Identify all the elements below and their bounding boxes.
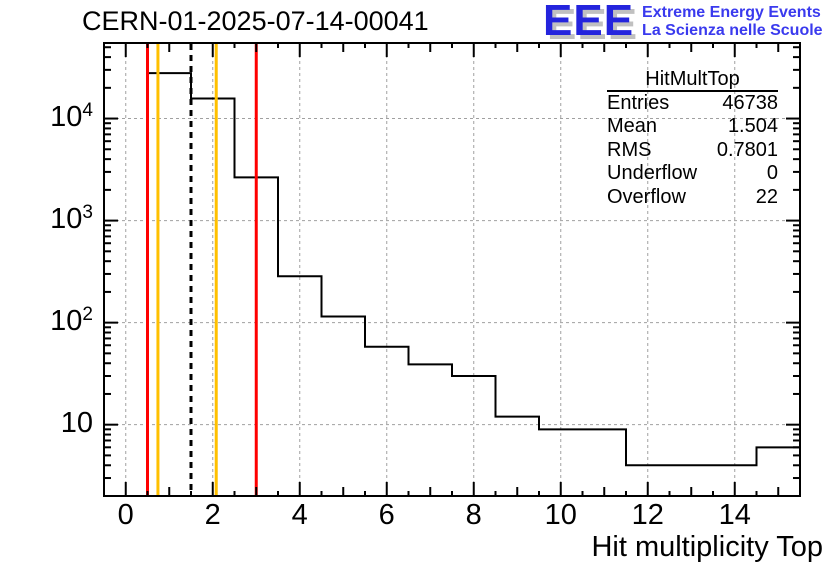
stats-row-label: Overflow: [607, 185, 686, 208]
stats-row-label: Mean: [607, 115, 658, 138]
stats-row-label: RMS: [607, 138, 652, 161]
histogram-line: [104, 72, 800, 497]
stats-rows: Entries 46738 Mean 1.504 RMS 0.7801 Underflow 0…: [607, 92, 778, 209]
stats-row-label: Entries: [607, 92, 670, 114]
x-tick-label: 4: [292, 499, 308, 531]
stats-row: Overflow 22: [607, 186, 778, 209]
stats-box: HitMultTop Entries 46738 Mean 1.504 RMS 0.780…: [607, 69, 778, 209]
x-tick-label: 14: [719, 499, 751, 531]
x-axis-title: Hit multiplicity Top: [591, 531, 823, 563]
stats-row-value: 1.504: [727, 115, 778, 138]
logo-line-2: La Scienza nelle Scuole: [642, 22, 823, 39]
eee-logo: EEE Extreme Energy Events La Scienza nel…: [543, 0, 823, 45]
stats-row-value: 0: [766, 162, 778, 185]
stats-row: Entries 46738: [607, 92, 778, 115]
eee-logo-acronym: EEE: [543, 0, 635, 45]
stats-row: Mean 1.504: [607, 115, 778, 138]
y-tick-label: 104: [50, 100, 93, 133]
stats-row-value: 46738: [722, 92, 778, 114]
stats-row: RMS 0.7801: [607, 139, 778, 162]
stats-row-value: 0.7801: [716, 138, 778, 161]
x-tick-label: 8: [466, 499, 482, 531]
eee-logo-text: Extreme Energy Events La Scienza nelle S…: [642, 1, 823, 41]
y-tick-label: 10: [61, 407, 93, 439]
plot-title: CERN-01-2025-07-14-00041: [82, 6, 429, 36]
stats-row-label: Underflow: [607, 162, 698, 185]
y-tick-label: 102: [50, 304, 93, 337]
logo-line-1: Extreme Energy Events: [642, 4, 821, 21]
stats-row-value: 22: [755, 185, 778, 208]
x-tick-label: 10: [545, 499, 577, 531]
x-tick-label: 12: [632, 499, 664, 531]
stats-row: Underflow 0: [607, 162, 778, 185]
stats-title: HitMultTop: [607, 69, 778, 92]
x-tick-label: 2: [205, 499, 221, 531]
y-tick-label: 103: [50, 202, 93, 235]
x-tick-label: 0: [118, 499, 134, 531]
x-tick-label: 6: [379, 499, 395, 531]
